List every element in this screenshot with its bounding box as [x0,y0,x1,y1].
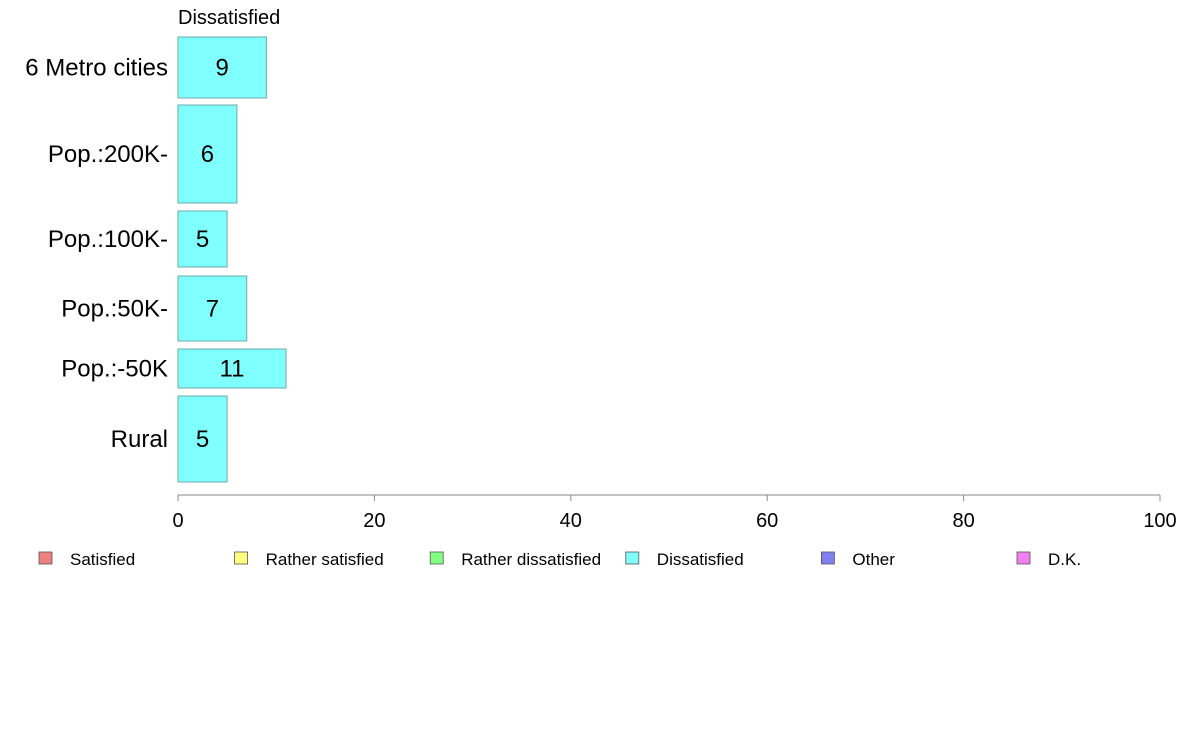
x-tick-label: 100 [1143,510,1176,532]
legend-label: D.K. [1048,550,1081,569]
x-tick-label: 0 [172,510,183,532]
category-label: Pop.:200K- [48,141,168,168]
legend-item: D.K. [1016,550,1081,569]
legend-swatch [234,551,249,565]
x-tick-label: 60 [756,510,778,532]
bars-layer: 9 6 Metro cities 6 Pop.:200K- 5 Pop.:100K- 7 Po… [25,36,287,483]
legend-item: Satisfied [38,550,135,569]
bar [177,210,228,268]
legend-label: Other [852,550,895,569]
legend-label: Satisfied [70,550,135,569]
bar [177,275,248,342]
legend: Satisfied Rather satisfied Rather dissatis… [38,550,1081,569]
legend-item: Rather dissatisfied [429,550,601,569]
bar-value-label: 6 [201,141,214,168]
legend-swatch [625,551,640,565]
x-tick-label: 80 [952,510,974,532]
x-tick-label: 20 [363,510,385,532]
chart-title: Dissatisfied [178,7,280,29]
legend-item: Dissatisfied [625,550,744,569]
x-axis: 0 20 40 60 80 100 [172,494,1177,532]
bar [177,36,267,99]
bar-value-label: 7 [206,296,219,323]
legend-swatch [1016,551,1031,565]
legend-swatch [429,551,444,565]
x-tick-label: 40 [560,510,582,532]
category-label: 6 Metro cities [25,55,168,82]
legend-swatch [821,551,835,565]
category-label: Pop.:50K- [61,296,168,323]
bar-value-label: 5 [196,426,209,453]
bar [177,395,228,483]
category-label: Pop.:100K- [48,226,168,253]
bar-value-label: 9 [216,55,229,82]
category-label: Pop.:-50K [61,356,168,383]
legend-label: Dissatisfied [657,550,744,569]
bar [177,348,287,389]
legend-label: Rather satisfied [266,550,384,569]
bar [177,104,238,204]
legend-item: Other [821,550,895,569]
legend-label: Rather dissatisfied [461,550,601,569]
legend-swatch [38,551,53,565]
category-label: Rural [111,426,168,453]
bar-value-label: 5 [196,226,209,253]
legend-item: Rather satisfied [234,550,384,569]
bar-value-label: 11 [220,356,245,383]
